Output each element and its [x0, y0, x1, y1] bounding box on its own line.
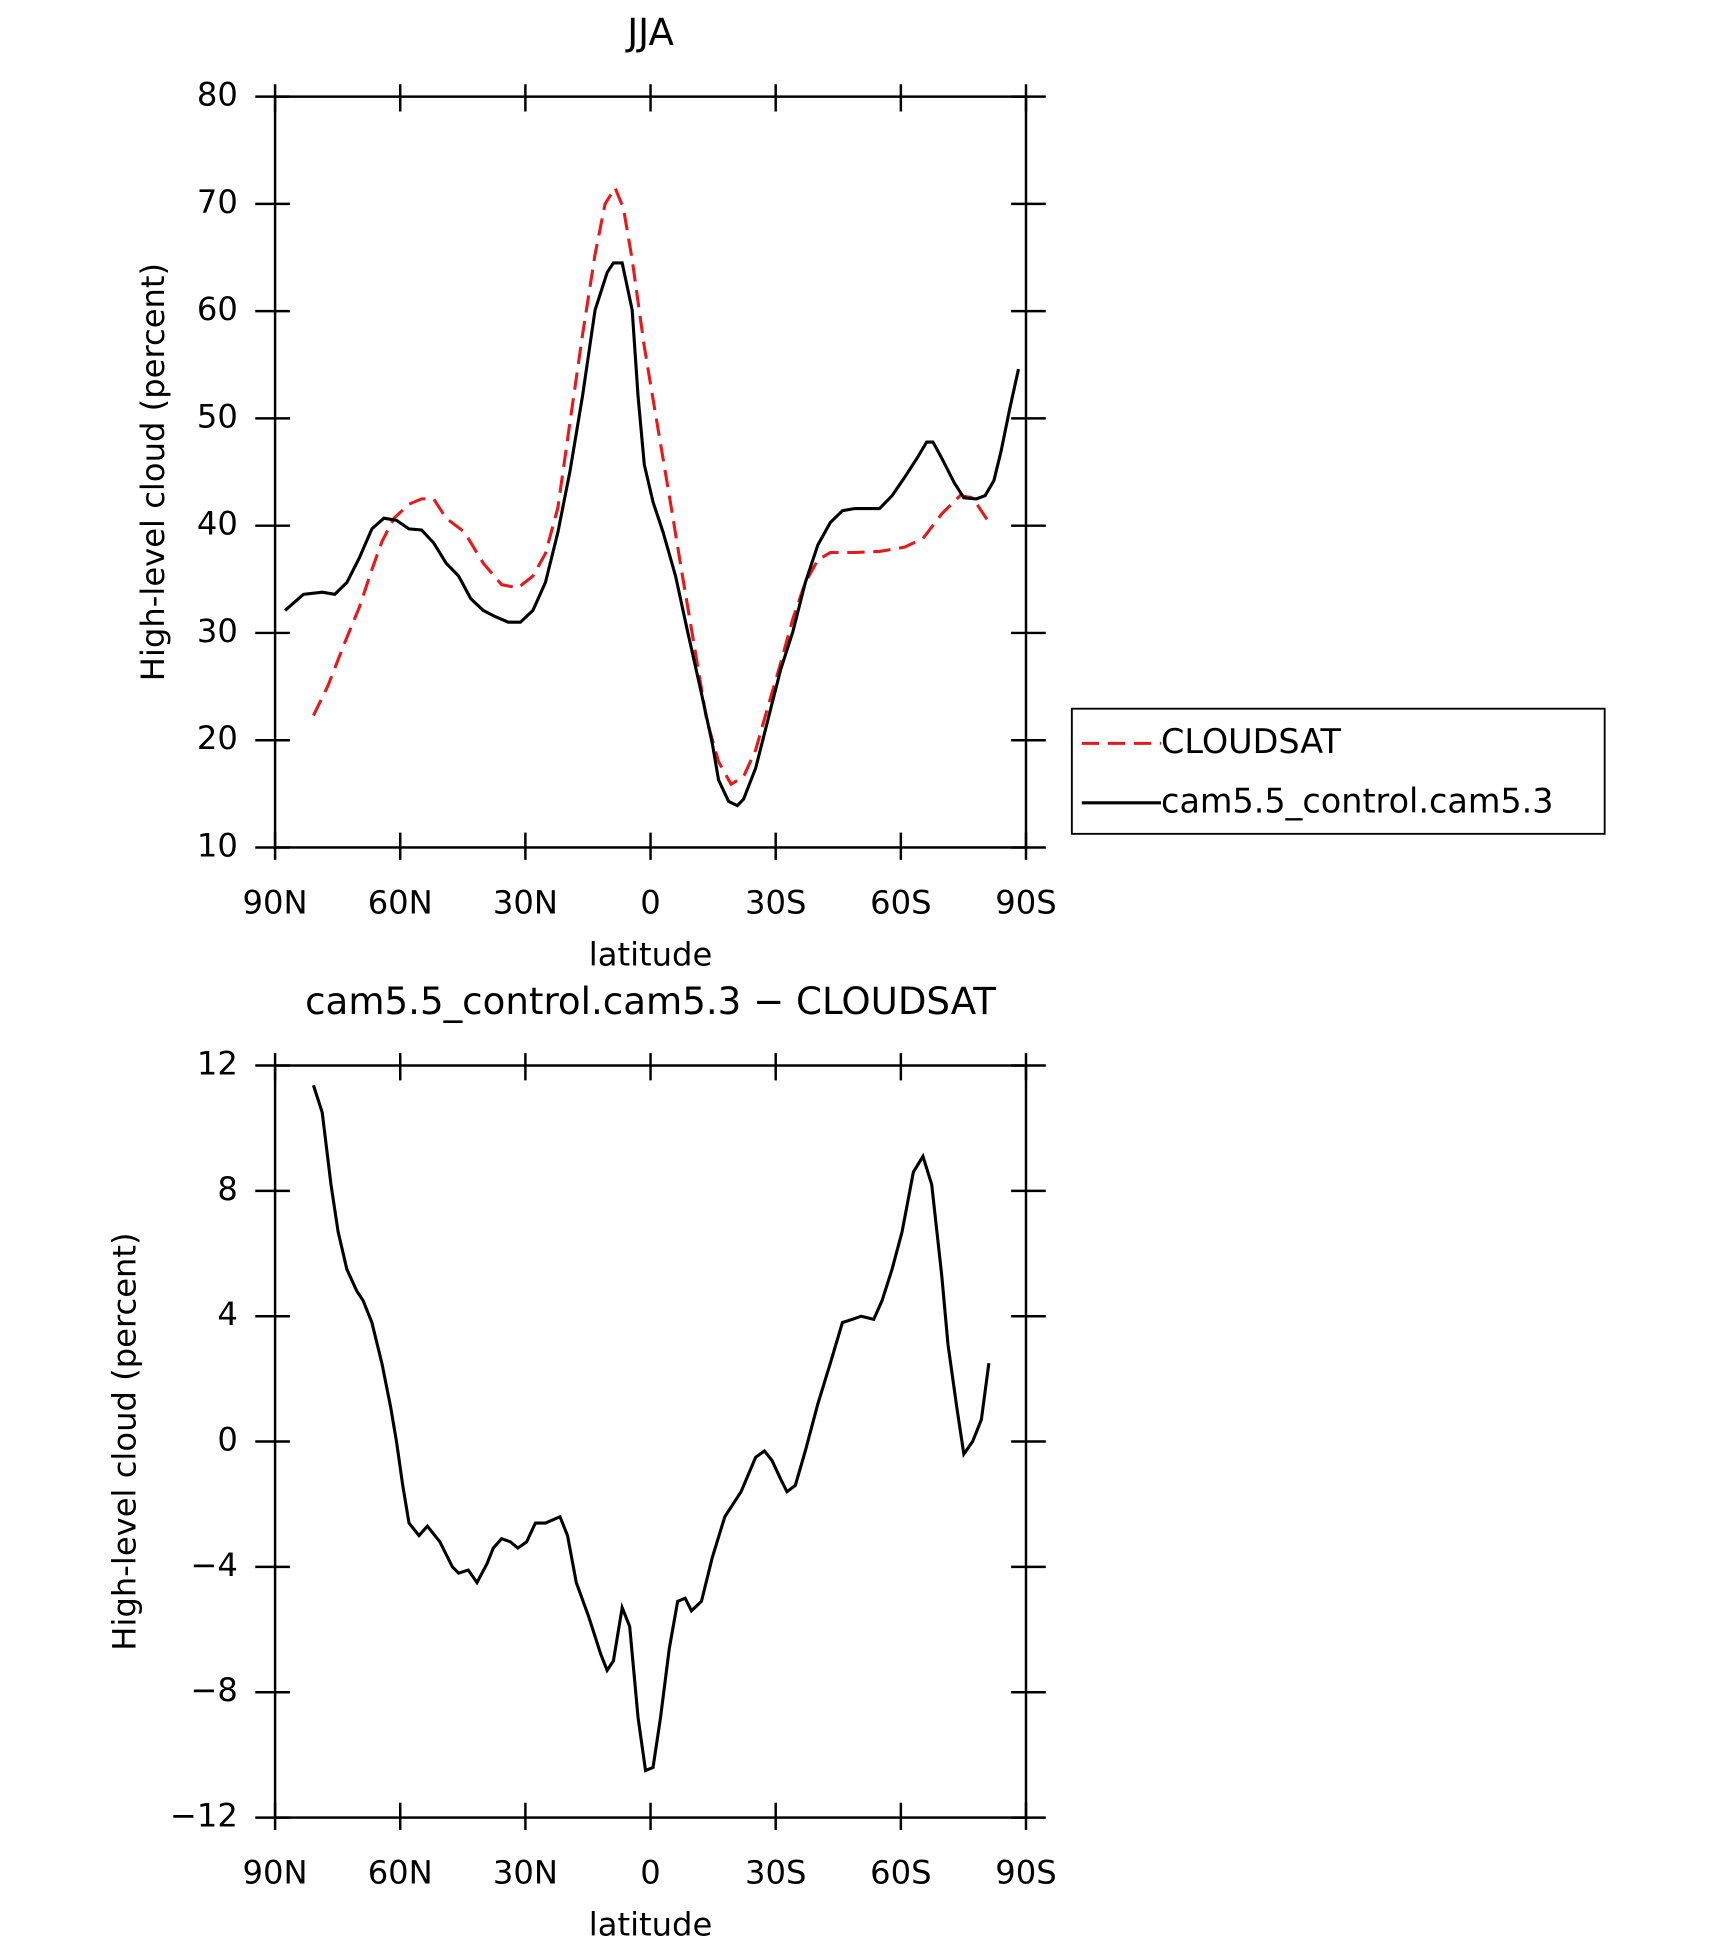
legend-box [1070, 707, 1606, 835]
y-tick-label: 8 [217, 1170, 238, 1208]
y-tick-label: 12 [197, 1045, 238, 1083]
y-tick-label: 20 [197, 719, 238, 757]
plot-frame [273, 95, 1028, 849]
y-tick-label: 4 [217, 1295, 238, 1333]
y-tick-label: 10 [197, 826, 238, 864]
y-tick-label: 80 [197, 76, 238, 114]
y-tick-label: 70 [197, 183, 238, 221]
legend-label: cam5.5_control.cam5.3 [1161, 781, 1554, 820]
x-axis-label: latitude [589, 935, 713, 973]
y-tick-label: −4 [190, 1546, 237, 1584]
x-tick-label: 90N [243, 1854, 308, 1892]
x-tick-label: 90N [243, 883, 308, 921]
x-tick-label: 0 [640, 883, 661, 921]
x-tick-label: 30S [745, 883, 806, 921]
x-tick-label: 30S [745, 1854, 806, 1892]
legend-label: CLOUDSAT [1161, 722, 1341, 761]
y-tick-label: 30 [197, 612, 238, 650]
x-tick-label: 30N [493, 1854, 558, 1892]
x-tick-label: 0 [640, 1854, 661, 1892]
y-tick-label: −8 [190, 1671, 237, 1709]
y-tick-label: 0 [217, 1421, 238, 1459]
x-tick-label: 60N [368, 883, 433, 921]
chart-title: cam5.5_control.cam5.3 − CLOUDSAT [305, 979, 996, 1023]
x-axis-label: latitude [589, 1906, 713, 1939]
chart-title: JJA [625, 10, 674, 54]
y-axis-label: High-level cloud (percent) [105, 1232, 143, 1650]
data-line [312, 184, 989, 787]
x-tick-label: 90S [995, 883, 1056, 921]
y-tick-label: 40 [197, 505, 238, 543]
y-tick-label: −12 [170, 1797, 238, 1835]
data-line [284, 261, 1021, 808]
x-tick-label: 90S [995, 1854, 1056, 1892]
x-tick-label: 30N [493, 883, 558, 921]
y-tick-label: 50 [197, 397, 238, 435]
x-tick-label: 60S [870, 1854, 931, 1892]
x-tick-label: 60S [870, 883, 931, 921]
y-tick-label: 60 [197, 290, 238, 328]
y-axis-label: High-level cloud (percent) [134, 263, 172, 681]
x-tick-label: 60N [368, 1854, 433, 1892]
data-line [311, 1084, 991, 1773]
